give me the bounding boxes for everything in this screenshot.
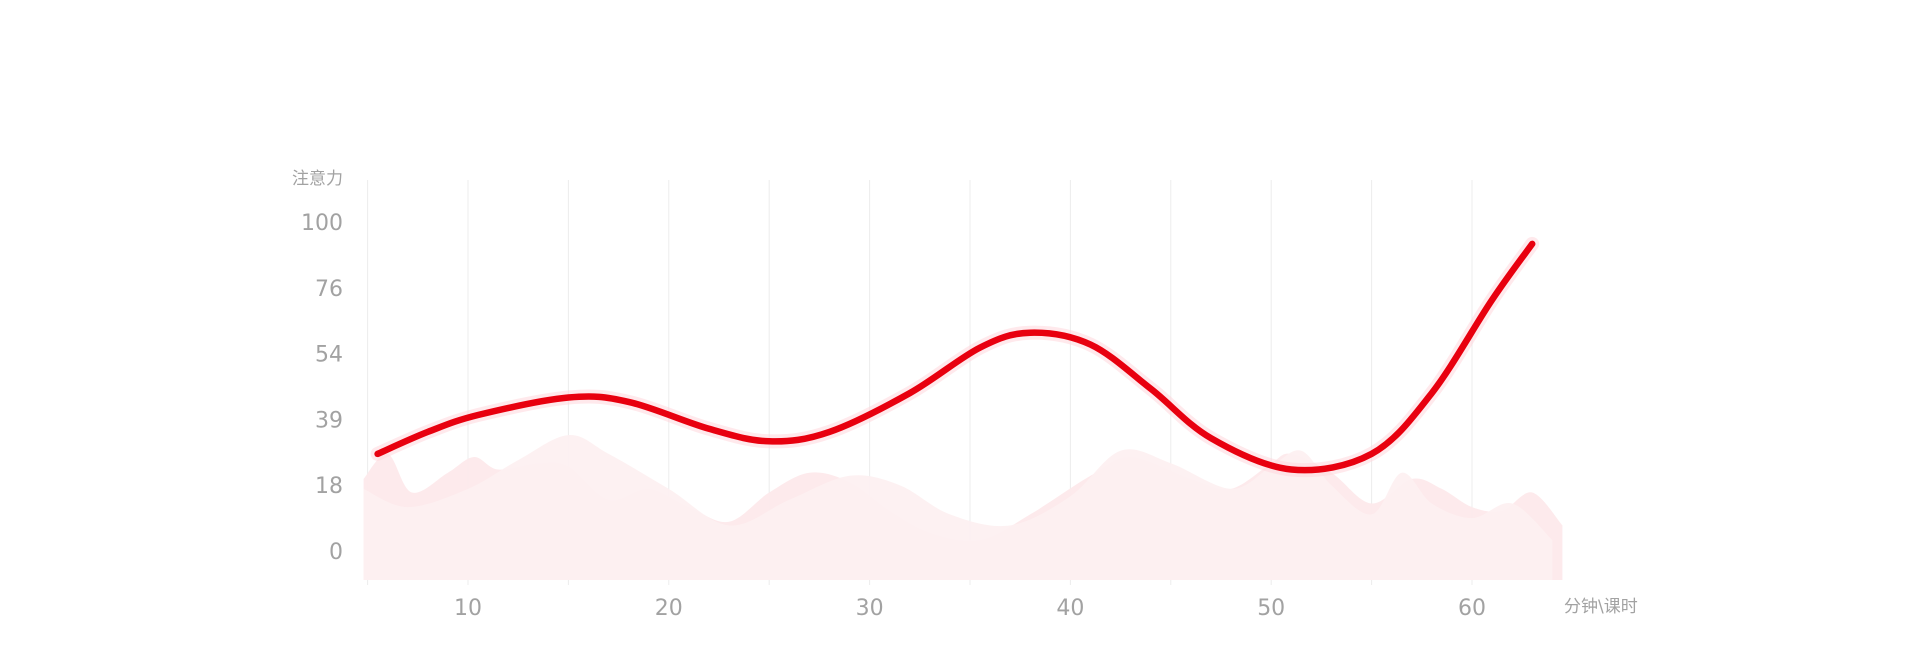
x-axis-title: 分钟\课时 [1564, 597, 1638, 617]
x-tick-label: 50 [1257, 596, 1285, 621]
x-tick-label: 20 [655, 596, 683, 621]
background-waves [363, 435, 1563, 580]
x-tick-label: 30 [856, 596, 884, 621]
series-line-glow [370, 236, 1540, 478]
y-tick-label: 54 [315, 343, 343, 368]
x-tick-label: 10 [454, 596, 482, 621]
x-tick-label: 60 [1458, 596, 1486, 621]
y-axis-title: 注意力 [292, 169, 343, 189]
series-line [374, 240, 1536, 474]
x-tick-label: 40 [1056, 596, 1084, 621]
axis-labels: 注意力 100 76 54 39 18 0 10 20 30 40 50 60 分钟\课时 [292, 169, 1638, 621]
main-line [370, 236, 1540, 478]
y-tick-label: 0 [329, 540, 343, 565]
y-tick-label: 100 [301, 211, 343, 236]
y-tick-label: 39 [315, 408, 343, 433]
background-wave-2 [363, 435, 1553, 580]
y-tick-label: 76 [315, 277, 343, 302]
y-tick-label: 18 [315, 474, 343, 499]
